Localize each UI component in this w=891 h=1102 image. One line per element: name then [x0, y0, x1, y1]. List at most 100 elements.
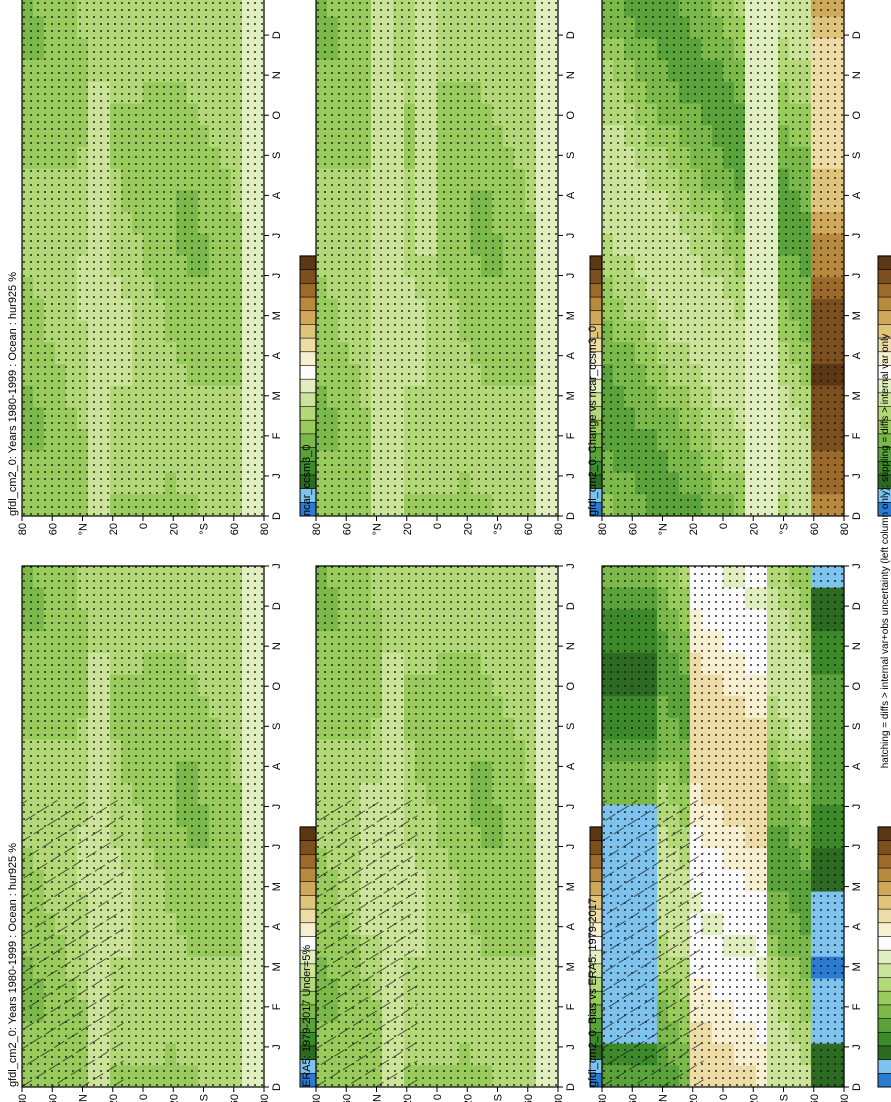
- lat-tick-label: 0: [138, 1094, 150, 1100]
- month-tick-label: A: [271, 762, 283, 770]
- month-tick-label: J: [565, 844, 577, 850]
- month-tick-label: N: [851, 642, 863, 650]
- lat-tick-label: 80: [17, 523, 29, 535]
- colorbar-swatch: [877, 853, 891, 869]
- month-tick-label: D: [565, 1083, 577, 1091]
- colorbar-swatch: [877, 1072, 891, 1088]
- colorbar-swatch: [877, 840, 891, 855]
- lat-tick-label: 60: [523, 523, 535, 535]
- month-tick-label: J: [565, 273, 577, 279]
- lat-tick-label: °N: [78, 1094, 90, 1102]
- month-tick-label: A: [271, 191, 283, 199]
- lat-tick-label: 0: [432, 1094, 444, 1100]
- colorbar-swatch: [877, 990, 891, 1006]
- month-tick-label: J: [851, 844, 863, 850]
- month-tick-label: D: [565, 602, 577, 610]
- month-tick-label: J: [851, 233, 863, 239]
- lat-tick-label: 80: [597, 523, 609, 535]
- lat-tick-label: 80: [17, 1094, 29, 1102]
- colorbar: 1086420-2-4-6-8-10: [877, 826, 891, 1088]
- month-tick-label: A: [565, 922, 577, 930]
- lat-tick-label: 60: [809, 1094, 821, 1102]
- lat-tick-label: 60: [627, 1094, 639, 1102]
- stippling-overlay: [316, 0, 558, 516]
- colorbar-swatch: [877, 935, 891, 951]
- month-tick-label: A: [565, 351, 577, 359]
- month-tick-label: N: [565, 642, 577, 650]
- lat-tick-label: °S: [493, 523, 505, 535]
- panel-title: gfdl_cm2_0: Years 1980-1999 : Ocean : hu…: [7, 272, 19, 516]
- colorbar-swatch: [877, 310, 891, 325]
- lat-tick-label: 20: [748, 1094, 760, 1102]
- month-tick-label: J: [271, 804, 283, 810]
- lat-tick-label: 60: [341, 523, 353, 535]
- month-tick-label: M: [271, 882, 283, 891]
- panel-title: gfdl_cm2_0: Bias vs ERA5: 1979-2017: [587, 898, 599, 1087]
- lat-tick-label: 20: [108, 523, 120, 535]
- colorbar-swatch: [877, 1004, 891, 1019]
- lat-tick-label: °N: [658, 523, 670, 535]
- panel-bottom-right: gfdl_cm2_0: Bias vs ERA5: 1979-2017 D J F M…: [587, 563, 891, 1102]
- month-tick-label: F: [271, 432, 283, 439]
- colorbar-swatch: [877, 269, 891, 284]
- month-tick-label: N: [851, 71, 863, 79]
- month-tick-label: F: [851, 1003, 863, 1010]
- colorbar-swatch: [877, 1059, 891, 1074]
- month-tick-label: J: [271, 844, 283, 850]
- lat-tick-label: 80: [311, 523, 323, 535]
- month-tick-label: O: [851, 111, 863, 120]
- colorbar-swatch: [877, 1045, 891, 1060]
- lat-tick-label: 0: [432, 523, 444, 529]
- month-tick-label: A: [565, 191, 577, 199]
- month-tick-label: A: [851, 351, 863, 359]
- lat-tick-label: °S: [199, 1094, 211, 1102]
- colorbar-frame: [877, 255, 891, 517]
- month-tick-label: S: [851, 152, 863, 159]
- lat-tick-label: 60: [229, 523, 241, 535]
- month-tick-label: N: [271, 642, 283, 650]
- month-tick-label: D: [851, 1083, 863, 1091]
- lat-tick-label: 80: [553, 523, 565, 535]
- month-tick-label: S: [851, 723, 863, 730]
- colorbar-swatch: [877, 949, 891, 965]
- month-tick-label: N: [565, 71, 577, 79]
- month-tick-label: J: [851, 563, 863, 569]
- month-tick-label: D: [851, 31, 863, 39]
- month-tick-label: M: [851, 311, 863, 320]
- month-tick-label: O: [271, 111, 283, 120]
- colorbar-swatch: [877, 296, 891, 312]
- colorbar-swatch: [877, 867, 891, 883]
- month-tick-label: O: [565, 682, 577, 691]
- lat-tick-label: °S: [779, 1094, 791, 1102]
- panel-top-left: gfdl_cm2_0: Years 1980-1999 : Ocean : hu…: [7, 0, 339, 535]
- month-tick-label: J: [851, 1044, 863, 1050]
- colorbar-frame: [877, 826, 891, 1088]
- month-tick-label: M: [851, 882, 863, 891]
- month-tick-label: J: [851, 273, 863, 279]
- month-tick-label: M: [565, 311, 577, 320]
- lat-tick-label: 20: [462, 1094, 474, 1102]
- colorbar-swatch: [877, 255, 891, 270]
- colorbar: 1086420-2-4-6-8-10: [877, 255, 891, 517]
- month-tick-label: A: [851, 922, 863, 930]
- month-tick-label: M: [271, 311, 283, 320]
- hatching-overlay: [316, 800, 418, 1087]
- lat-tick-label: 60: [47, 523, 59, 535]
- panel-title: ncar_ccsm3_0: [301, 444, 313, 516]
- month-tick-label: J: [851, 804, 863, 810]
- month-tick-label: J: [271, 563, 283, 569]
- month-tick-label: D: [271, 512, 283, 520]
- month-tick-label: J: [271, 233, 283, 239]
- lat-tick-label: 20: [462, 523, 474, 535]
- month-tick-label: F: [565, 1003, 577, 1010]
- colorbar-swatch: [877, 908, 891, 924]
- month-tick-label: O: [851, 682, 863, 691]
- colorbar-swatch: [877, 976, 891, 992]
- lat-tick-label: 60: [47, 1094, 59, 1102]
- month-tick-label: D: [565, 31, 577, 39]
- lat-tick-label: 80: [839, 523, 851, 535]
